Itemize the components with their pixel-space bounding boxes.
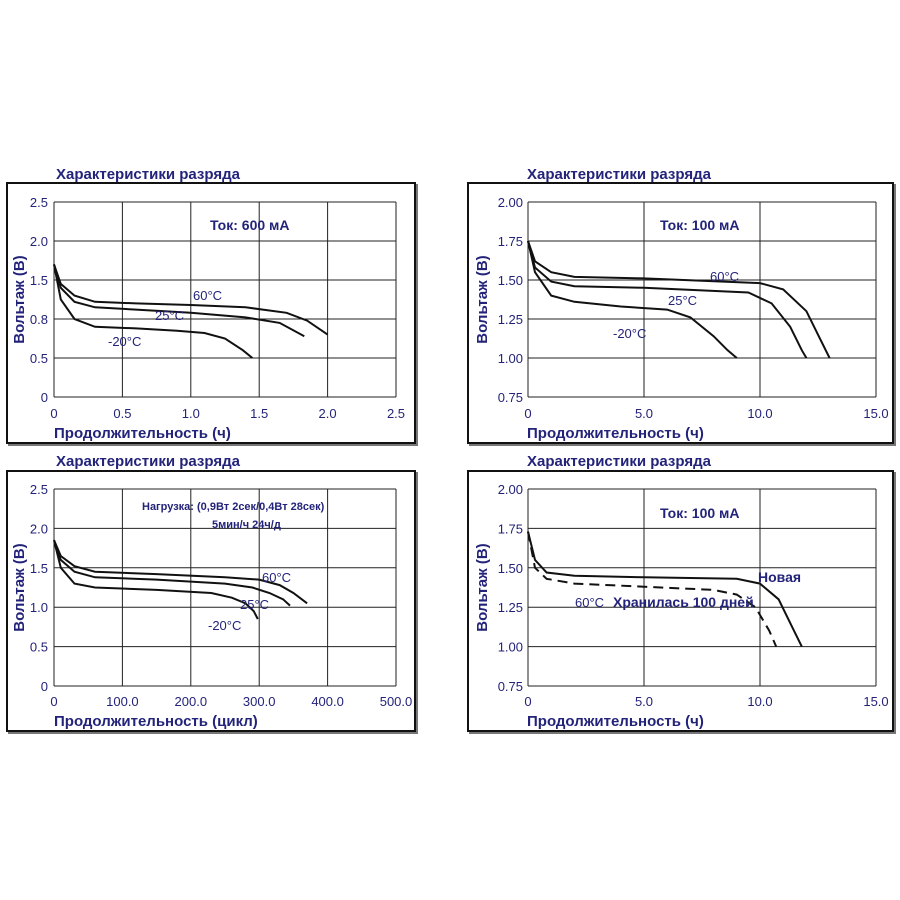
x-axis-label: Продолжительность (ч) <box>54 425 231 442</box>
y-tick-label: 2.0 <box>30 521 48 536</box>
series-label: 25°C <box>155 308 184 323</box>
x-tick-label: 0 <box>50 406 57 421</box>
chart-annotation: Ток: 600 мА <box>210 217 290 233</box>
x-tick-label: 5.0 <box>635 694 653 709</box>
series-line <box>53 539 308 605</box>
x-tick-label: 500.0 <box>380 694 413 709</box>
series-line <box>53 539 291 607</box>
x-tick-label: 1.5 <box>250 406 268 421</box>
y-tick-label: 0.5 <box>30 640 48 655</box>
x-tick-label: 300.0 <box>243 694 276 709</box>
y-axis-label: Вольтаж (В) <box>11 255 28 343</box>
chart-title: Характеристики разряда <box>56 166 240 183</box>
x-tick-label: 1.0 <box>182 406 200 421</box>
series-line <box>53 264 305 338</box>
chart-title: Характеристики разряда <box>527 166 711 183</box>
x-axis-label: Продолжительность (ч) <box>527 425 704 442</box>
x-tick-label: 2.0 <box>319 406 337 421</box>
x-tick-label: 400.0 <box>311 694 344 709</box>
y-tick-label: 1.5 <box>30 273 48 288</box>
y-axis-label: Вольтаж (В) <box>474 255 491 343</box>
series-label: 60°C <box>193 288 222 303</box>
x-tick-label: 10.0 <box>747 694 772 709</box>
series-line <box>527 240 738 359</box>
x-tick-label: 0 <box>524 694 531 709</box>
x-tick-label: 15.0 <box>863 406 888 421</box>
y-tick-label: 0.75 <box>498 679 523 694</box>
y-tick-label: 1.75 <box>498 521 523 536</box>
y-tick-label: 0.75 <box>498 390 523 405</box>
y-tick-label: 2.5 <box>30 195 48 210</box>
chart-title: Характеристики разряда <box>527 453 711 470</box>
y-tick-label: 2.0 <box>30 234 48 249</box>
x-tick-label: 5.0 <box>635 406 653 421</box>
series-line <box>527 240 831 359</box>
x-axis-label: Продолжительность (цикл) <box>54 713 258 730</box>
series-line <box>53 539 259 620</box>
series-label: -20°C <box>108 334 141 349</box>
y-tick-label: 2.00 <box>498 482 523 497</box>
series-line <box>527 531 778 648</box>
series-label: Новая <box>758 569 801 585</box>
x-tick-label: 0 <box>50 694 57 709</box>
series-label: Хранилась 100 дней <box>613 594 754 610</box>
y-tick-label: 1.50 <box>498 561 523 576</box>
chart-annotation: Ток: 100 мА <box>660 217 740 233</box>
x-tick-label: 0.5 <box>113 406 131 421</box>
chart-frame <box>467 182 894 444</box>
y-tick-label: 2.00 <box>498 195 523 210</box>
temperature-label: 60°C <box>575 595 604 610</box>
y-tick-label: 1.5 <box>30 561 48 576</box>
chart-frame <box>6 470 416 732</box>
series-label: -20°C <box>613 326 646 341</box>
y-tick-label: 0.8 <box>30 312 48 327</box>
series-label: 25°C <box>668 293 697 308</box>
chart-annotation: Ток: 100 мА <box>660 505 740 521</box>
y-tick-label: 0 <box>41 390 48 405</box>
y-tick-label: 1.25 <box>498 312 523 327</box>
y-tick-label: 1.00 <box>498 640 523 655</box>
y-tick-label: 1.00 <box>498 351 523 366</box>
series-label: -20°C <box>208 618 241 633</box>
y-axis-label: Вольтаж (В) <box>11 543 28 631</box>
x-tick-label: 10.0 <box>747 406 772 421</box>
y-tick-label: 1.25 <box>498 600 523 615</box>
series-label: 60°C <box>710 269 739 284</box>
series-label: 60°C <box>262 570 291 585</box>
y-tick-label: 2.5 <box>30 482 48 497</box>
y-axis-label: Вольтаж (В) <box>474 543 491 631</box>
series-line <box>527 531 803 648</box>
x-tick-label: 15.0 <box>863 694 888 709</box>
x-tick-label: 0 <box>524 406 531 421</box>
series-line <box>53 264 254 359</box>
series-line <box>53 264 329 336</box>
y-tick-label: 0.5 <box>30 351 48 366</box>
y-tick-label: 1.0 <box>30 600 48 615</box>
x-tick-label: 100.0 <box>106 694 139 709</box>
y-tick-label: 1.75 <box>498 234 523 249</box>
x-axis-label: Продолжительность (ч) <box>527 713 704 730</box>
chart-title: Характеристики разряда <box>56 453 240 470</box>
x-tick-label: 2.5 <box>387 406 405 421</box>
x-tick-label: 200.0 <box>175 694 208 709</box>
chart-annotation: 5мин/ч 24ч/д <box>212 519 281 531</box>
chart-frame <box>467 470 894 732</box>
chart-frame <box>6 182 416 444</box>
series-label: 25°C <box>240 597 269 612</box>
y-tick-label: 1.50 <box>498 273 523 288</box>
y-tick-label: 0 <box>41 679 48 694</box>
series-line <box>527 240 808 359</box>
chart-annotation: Нагрузка: (0,9Вт 2сек/0,4Вт 28сек) <box>142 501 325 513</box>
